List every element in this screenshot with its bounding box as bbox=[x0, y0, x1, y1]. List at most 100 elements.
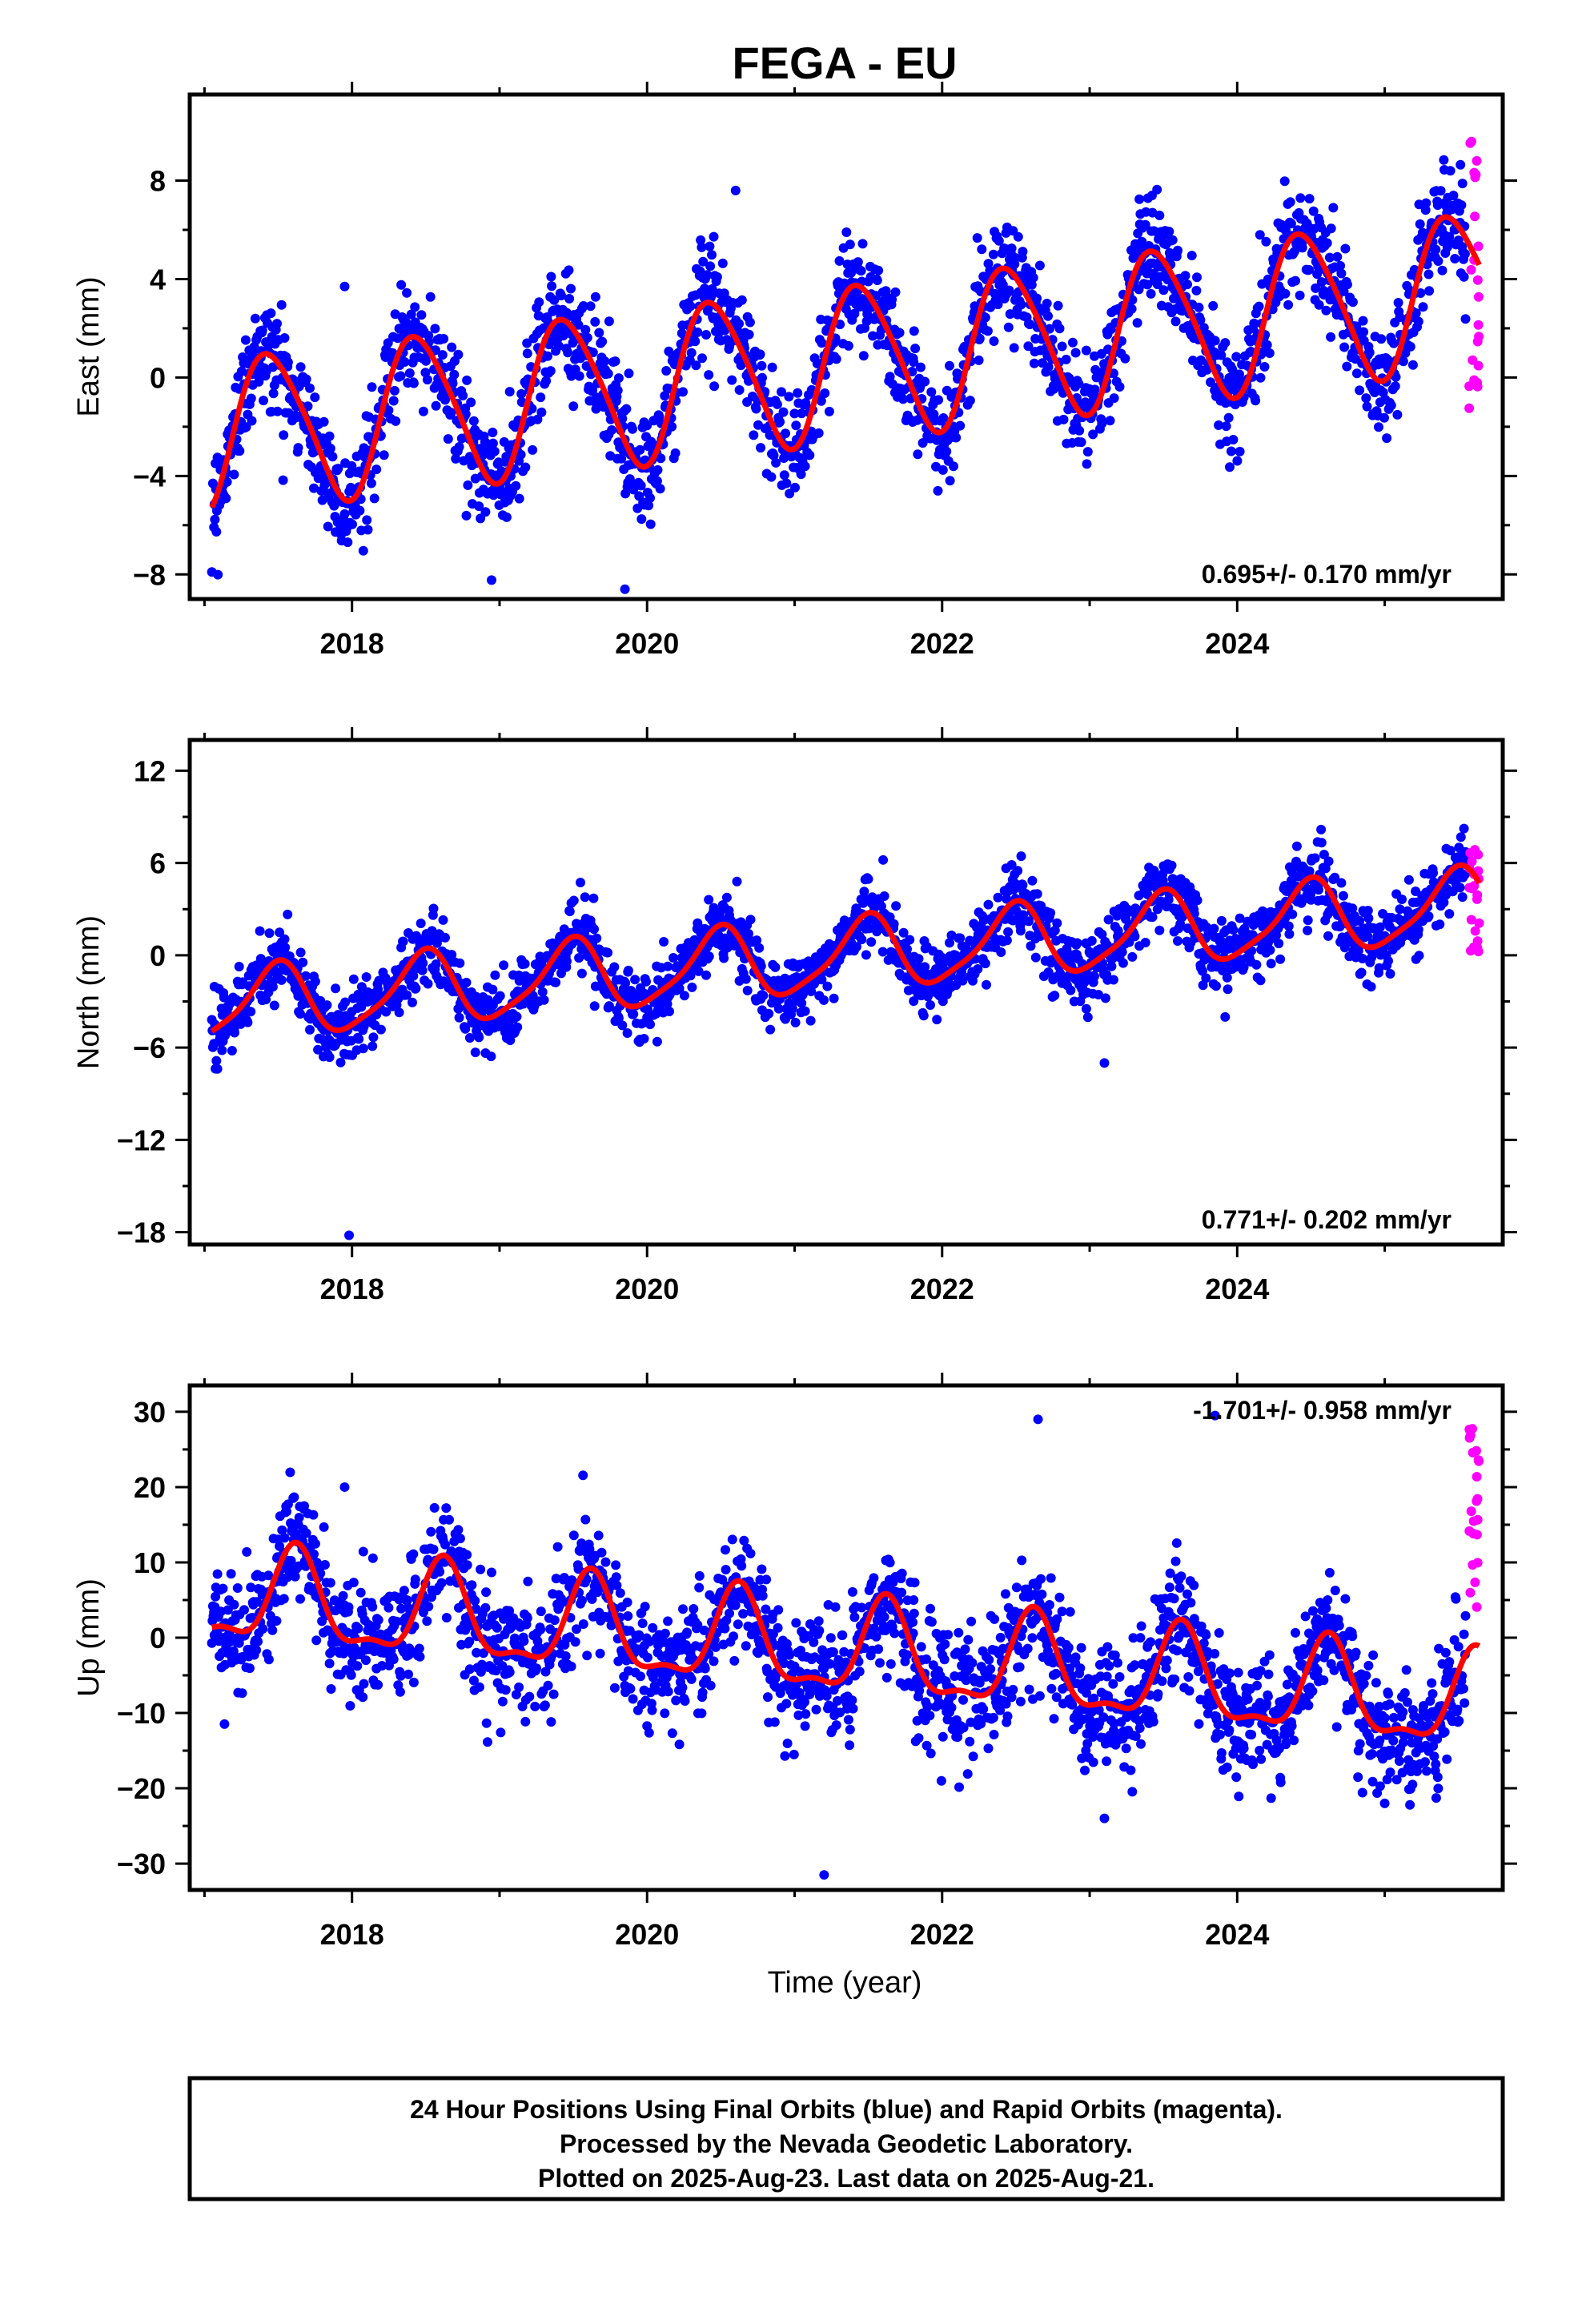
final-orbit-point bbox=[1379, 412, 1389, 423]
final-orbit-point bbox=[1347, 297, 1358, 308]
final-orbit-point bbox=[1445, 846, 1456, 855]
final-orbit-point bbox=[582, 332, 592, 343]
final-orbit-point bbox=[406, 309, 416, 320]
final-orbit-point bbox=[293, 443, 303, 453]
final-orbit-point bbox=[235, 446, 245, 456]
final-orbit-point bbox=[1407, 360, 1418, 370]
rapid-orbit-point bbox=[1464, 403, 1475, 413]
final-orbit-point bbox=[1265, 945, 1275, 955]
final-orbit-point bbox=[358, 1546, 368, 1557]
final-orbit-point bbox=[1152, 279, 1162, 290]
final-orbit-point bbox=[1026, 279, 1037, 290]
final-orbit-point bbox=[283, 357, 293, 368]
final-orbit-point bbox=[628, 424, 637, 434]
final-orbit-point bbox=[520, 959, 530, 969]
final-orbit-point bbox=[661, 366, 672, 376]
final-orbit-point bbox=[495, 991, 505, 1001]
final-orbit-point bbox=[1173, 936, 1182, 946]
final-orbit-point bbox=[549, 295, 560, 305]
final-orbit-point bbox=[563, 348, 573, 358]
final-orbit-point bbox=[324, 431, 335, 441]
final-orbit-point bbox=[616, 453, 627, 464]
final-orbit-point bbox=[741, 974, 751, 984]
final-orbit-point bbox=[822, 981, 833, 991]
final-orbit-point bbox=[585, 301, 596, 312]
final-orbit-point bbox=[980, 959, 990, 969]
final-orbit-point bbox=[305, 1024, 315, 1035]
final-orbit-point bbox=[514, 493, 524, 504]
rapid-orbit-point bbox=[1467, 136, 1476, 147]
final-orbit-point bbox=[1154, 925, 1165, 935]
final-orbit-point bbox=[354, 1034, 364, 1044]
final-orbit-point bbox=[279, 1533, 290, 1543]
final-orbit-point bbox=[1052, 918, 1062, 928]
final-orbit-point bbox=[1363, 913, 1374, 923]
final-orbit-point bbox=[1374, 963, 1384, 973]
final-orbit-point bbox=[431, 959, 441, 969]
final-orbit-point bbox=[589, 1001, 600, 1011]
final-orbit-point bbox=[693, 966, 704, 976]
final-orbit-point bbox=[1002, 894, 1012, 904]
final-orbit-point bbox=[543, 351, 552, 361]
final-orbit-point bbox=[777, 387, 786, 397]
final-orbit-point bbox=[734, 385, 745, 395]
final-orbit-point bbox=[1046, 908, 1056, 919]
final-orbit-point bbox=[1284, 929, 1295, 939]
final-orbit-point bbox=[594, 328, 604, 338]
final-orbit-point bbox=[1285, 197, 1295, 207]
final-orbit-point bbox=[1090, 971, 1099, 982]
final-orbit-point bbox=[315, 1568, 326, 1578]
final-orbit-point bbox=[1082, 447, 1093, 457]
final-orbit-point bbox=[861, 950, 871, 960]
final-orbit-point bbox=[769, 450, 779, 460]
final-orbit-point bbox=[1127, 295, 1138, 305]
final-orbit-point bbox=[362, 515, 372, 525]
final-orbit-point bbox=[737, 295, 747, 305]
final-orbit-point bbox=[410, 1574, 420, 1585]
final-orbit-point bbox=[745, 915, 756, 925]
final-orbit-point bbox=[1194, 302, 1204, 312]
final-orbit-point bbox=[1415, 219, 1425, 229]
x-tick-label: 2020 bbox=[615, 1273, 679, 1305]
final-orbit-point bbox=[522, 338, 532, 348]
final-orbit-point bbox=[816, 396, 826, 406]
final-orbit-point bbox=[955, 420, 966, 431]
final-orbit-point bbox=[1220, 1011, 1231, 1022]
final-orbit-point bbox=[704, 895, 714, 905]
final-orbit-point bbox=[488, 438, 498, 448]
final-orbit-point bbox=[480, 507, 491, 517]
final-orbit-point bbox=[635, 444, 645, 455]
final-orbit-point bbox=[659, 937, 669, 947]
final-orbit-point bbox=[327, 452, 338, 462]
final-orbit-point bbox=[1197, 966, 1207, 976]
final-orbit-point bbox=[279, 430, 289, 440]
final-orbit-point bbox=[1403, 875, 1414, 885]
final-orbit-point bbox=[348, 1578, 359, 1588]
final-orbit-point bbox=[295, 362, 306, 372]
final-orbit-point bbox=[920, 962, 930, 972]
final-orbit-point bbox=[476, 513, 486, 524]
final-orbit-point bbox=[211, 527, 222, 537]
final-orbit-point bbox=[453, 349, 464, 360]
final-orbit-point bbox=[383, 1602, 394, 1613]
final-orbit-point bbox=[1099, 1058, 1110, 1068]
final-orbit-point bbox=[1342, 361, 1352, 372]
final-orbit-point bbox=[468, 1675, 479, 1686]
velocity-rate-label: 0.695+/- 0.170 mm/yr bbox=[1202, 560, 1452, 589]
final-orbit-point bbox=[511, 480, 521, 491]
final-orbit-point bbox=[489, 446, 500, 456]
final-orbit-point bbox=[1170, 316, 1181, 327]
final-orbit-point bbox=[1411, 308, 1421, 318]
final-orbit-point bbox=[576, 878, 585, 887]
final-orbit-point bbox=[1106, 961, 1117, 971]
final-orbit-point bbox=[938, 464, 948, 475]
final-orbit-point bbox=[528, 444, 538, 455]
final-orbit-point bbox=[309, 1549, 319, 1559]
final-orbit-point bbox=[1120, 353, 1130, 364]
final-orbit-point bbox=[1245, 336, 1255, 347]
final-orbit-point bbox=[581, 361, 592, 372]
final-orbit-point bbox=[781, 478, 792, 489]
final-orbit-point bbox=[834, 255, 845, 266]
final-orbit-point bbox=[253, 1636, 263, 1647]
final-orbit-point bbox=[418, 958, 428, 968]
